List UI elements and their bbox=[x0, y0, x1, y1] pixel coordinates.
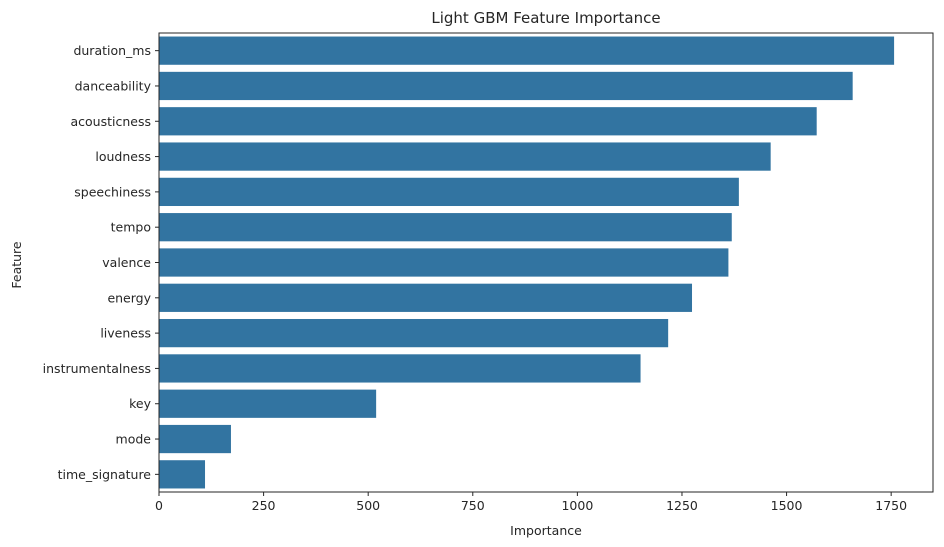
bar-speechiness bbox=[159, 177, 739, 207]
x-tick-label: 1000 bbox=[561, 498, 593, 513]
bar-danceability bbox=[159, 71, 853, 101]
x-tick-label: 1500 bbox=[771, 498, 803, 513]
bar-tempo bbox=[159, 213, 732, 242]
x-tick-label: 500 bbox=[356, 498, 380, 513]
y-tick-label: energy bbox=[107, 290, 151, 305]
bar-energy bbox=[159, 283, 693, 312]
bar-mode bbox=[159, 424, 231, 454]
bar-acousticness bbox=[159, 107, 817, 136]
bar-duration_ms bbox=[159, 36, 895, 65]
y-tick-label: speechiness bbox=[74, 184, 151, 199]
y-tick-label: instrumentalness bbox=[43, 361, 151, 376]
x-axis-ticks: 0 250 500 750 1000 1250 1500 1750 bbox=[155, 492, 907, 513]
y-tick-label: duration_ms bbox=[73, 43, 151, 58]
y-tick-label: time_signature bbox=[58, 467, 152, 482]
y-axis-ticks: duration_ms danceability acousticness loudn… bbox=[43, 43, 159, 482]
bar-instrumentalness bbox=[159, 354, 641, 383]
bar-key bbox=[159, 389, 377, 418]
y-tick-label: mode bbox=[116, 432, 152, 447]
y-tick-label: danceability bbox=[75, 78, 152, 93]
y-tick-label: tempo bbox=[111, 220, 151, 235]
y-tick-label: key bbox=[129, 396, 151, 411]
x-tick-label: 750 bbox=[461, 498, 485, 513]
plot-frame bbox=[158, 32, 934, 493]
y-tick-label: liveness bbox=[100, 326, 151, 341]
x-tick-label: 1250 bbox=[666, 498, 698, 513]
bars-group bbox=[159, 36, 895, 489]
y-axis-label: Feature bbox=[9, 241, 24, 289]
x-axis-label: Importance bbox=[510, 523, 582, 538]
x-tick-label: 1750 bbox=[875, 498, 907, 513]
bar-valence bbox=[159, 248, 729, 277]
bar-liveness bbox=[159, 318, 669, 348]
y-tick-label: loudness bbox=[95, 149, 151, 164]
bar-loudness bbox=[159, 142, 771, 171]
x-tick-label: 250 bbox=[252, 498, 276, 513]
chart-title: Light GBM Feature Importance bbox=[431, 9, 660, 27]
y-tick-label: valence bbox=[102, 255, 151, 270]
y-tick-label: acousticness bbox=[71, 114, 152, 129]
x-tick-label: 0 bbox=[155, 498, 163, 513]
bar-time_signature bbox=[159, 460, 206, 489]
